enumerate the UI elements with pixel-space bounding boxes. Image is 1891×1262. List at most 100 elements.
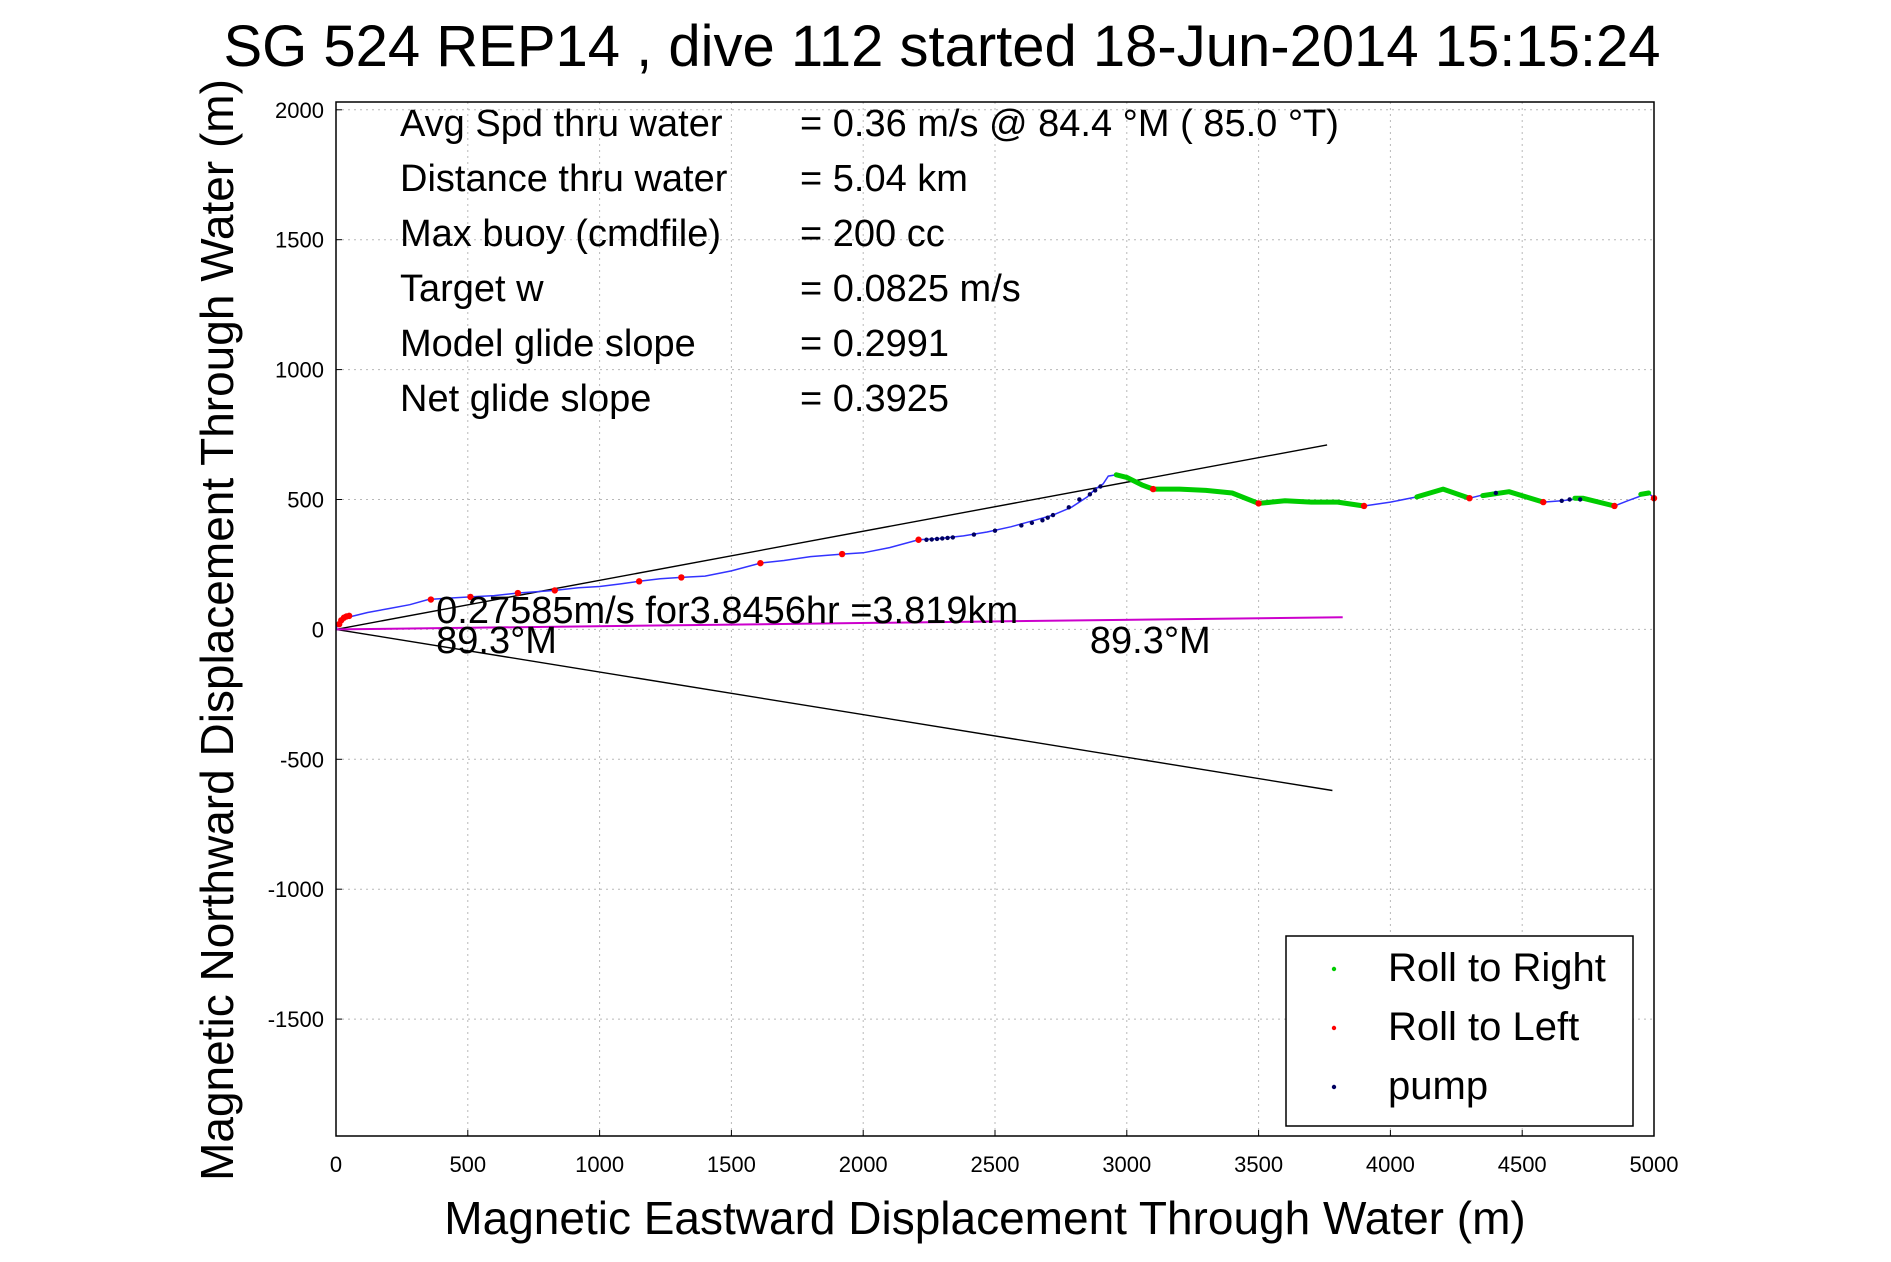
pump-point (950, 535, 956, 540)
roll-right-segment (1113, 472, 1156, 492)
stat-label: Net glide slope (400, 378, 651, 420)
x-tick-label: 2500 (971, 1152, 1020, 1177)
y-axis-label: Magnetic Northward Displacement Through … (191, 79, 243, 1181)
roll-left-point (345, 612, 353, 620)
x-axis-label: Magnetic Eastward Displacement Through W… (444, 1192, 1525, 1244)
pump-point (1029, 520, 1035, 526)
roll-right-segment (1150, 486, 1262, 506)
pump-point (945, 535, 950, 541)
lower-bound-line (335, 628, 1333, 792)
stat-label: Model glide slope (400, 323, 696, 365)
y-tick-label: -1000 (268, 877, 324, 902)
ticks-layer: 0 500 1000 1500 2000 2500 3000 3500 4000 4500 5000… (268, 98, 1679, 1177)
stat-value: = 200 cc (800, 213, 945, 255)
pump-point (940, 536, 945, 541)
roll-left-point (678, 574, 685, 581)
pump-point (1559, 498, 1564, 503)
y-tick-label: -1500 (268, 1007, 324, 1032)
x-tick-label: 5000 (1630, 1152, 1679, 1177)
roll-left-point (838, 550, 846, 558)
legend-label: pump (1388, 1064, 1488, 1108)
x-tick-label: 4000 (1366, 1152, 1415, 1177)
pump-point (924, 537, 929, 542)
pump-point (992, 528, 998, 533)
stat-label: Distance thru water (400, 158, 728, 200)
x-tick-label: 0 (330, 1152, 342, 1177)
y-tick-label: 1500 (275, 228, 324, 253)
roll-right-segment (1414, 486, 1472, 501)
roll-left-point (514, 589, 522, 597)
x-tick-label: 2000 (839, 1152, 888, 1177)
pump-point (1092, 488, 1098, 493)
pump-point (929, 537, 934, 542)
legend-marker (1331, 966, 1337, 972)
roll-right-segment (1480, 489, 1546, 505)
points-layer (335, 484, 1658, 628)
y-tick-label: 1000 (275, 358, 324, 383)
roll-left-point (1255, 500, 1262, 507)
legend: Roll to Right Roll to Left pump (1285, 935, 1634, 1127)
upper-bound-line (335, 444, 1328, 631)
y-tick-label: 2000 (275, 98, 324, 123)
x-tick-label: 3500 (1234, 1152, 1283, 1177)
pump-point (1087, 492, 1093, 497)
pump-point (1050, 512, 1056, 518)
stat-value: = 0.36 m/s @ 84.4 °M ( 85.0 °T) (800, 103, 1339, 145)
y-tick-label: -500 (280, 747, 324, 772)
roll-left-point (427, 596, 435, 603)
pump-point (971, 532, 977, 537)
stat-label: Max buoy (cmdfile) (400, 213, 721, 255)
net-displacement-line (335, 616, 1343, 631)
y-tick-label: 500 (287, 487, 324, 512)
stat-label: Target w (400, 268, 544, 310)
roll-right-segment (1256, 498, 1367, 509)
roll-left-point (551, 587, 558, 594)
legend-marker (1331, 1025, 1337, 1031)
annotation-text: 89.3°M (1090, 620, 1211, 662)
lines-layer (335, 444, 1655, 792)
pump-point (934, 536, 940, 542)
stat-value: = 0.0825 m/s (800, 268, 1021, 310)
roll-left-point (635, 578, 643, 585)
pump-point (1040, 518, 1045, 523)
stat-value: = 0.3925 (800, 378, 949, 420)
pump-point (1045, 515, 1050, 520)
roll-left-point (757, 559, 764, 567)
pump-point (1019, 523, 1024, 528)
annotation-text: 89.3°M (436, 620, 557, 662)
x-tick-label: 4500 (1498, 1152, 1547, 1177)
x-tick-label: 1500 (707, 1152, 756, 1177)
pump-point (1493, 490, 1499, 496)
roll-left-point (1611, 502, 1618, 510)
roll-left-point (1540, 498, 1547, 506)
x-tick-label: 500 (449, 1152, 486, 1177)
stats-block: Avg Spd thru water = 0.36 m/s @ 84.4 °M (… (400, 103, 1339, 420)
legend-box (1285, 935, 1634, 1127)
stat-value: = 0.2991 (800, 323, 949, 365)
roll-left-point (1360, 502, 1368, 510)
roll-right-segment (1572, 495, 1617, 509)
legend-label: Roll to Left (1388, 1005, 1579, 1049)
chart-title: SG 524 REP14 , dive 112 started 18-Jun-2… (223, 14, 1660, 79)
stat-label: Avg Spd thru water (400, 103, 723, 145)
x-tick-label: 3000 (1102, 1152, 1151, 1177)
roll-left-point (1466, 494, 1473, 502)
stat-value: = 5.04 km (800, 158, 968, 200)
pump-point (1066, 505, 1072, 510)
plot-frame (335, 101, 1655, 1137)
roll-left-point (1149, 485, 1157, 493)
pump-point (1577, 497, 1583, 502)
y-tick-label: 0 (312, 617, 324, 642)
roll-left-point (915, 536, 922, 543)
legend-label: Roll to Right (1388, 946, 1606, 990)
pump-point (1567, 497, 1572, 502)
roll-left-point (467, 593, 474, 601)
legend-marker (1331, 1084, 1337, 1090)
x-tick-label: 1000 (575, 1152, 624, 1177)
annotation-text: 0.27585m/s for3.8456hr =3.819km (436, 590, 1018, 632)
pump-point (1098, 484, 1103, 489)
pump-point (1077, 497, 1082, 502)
roll-right-segment (1638, 490, 1652, 497)
